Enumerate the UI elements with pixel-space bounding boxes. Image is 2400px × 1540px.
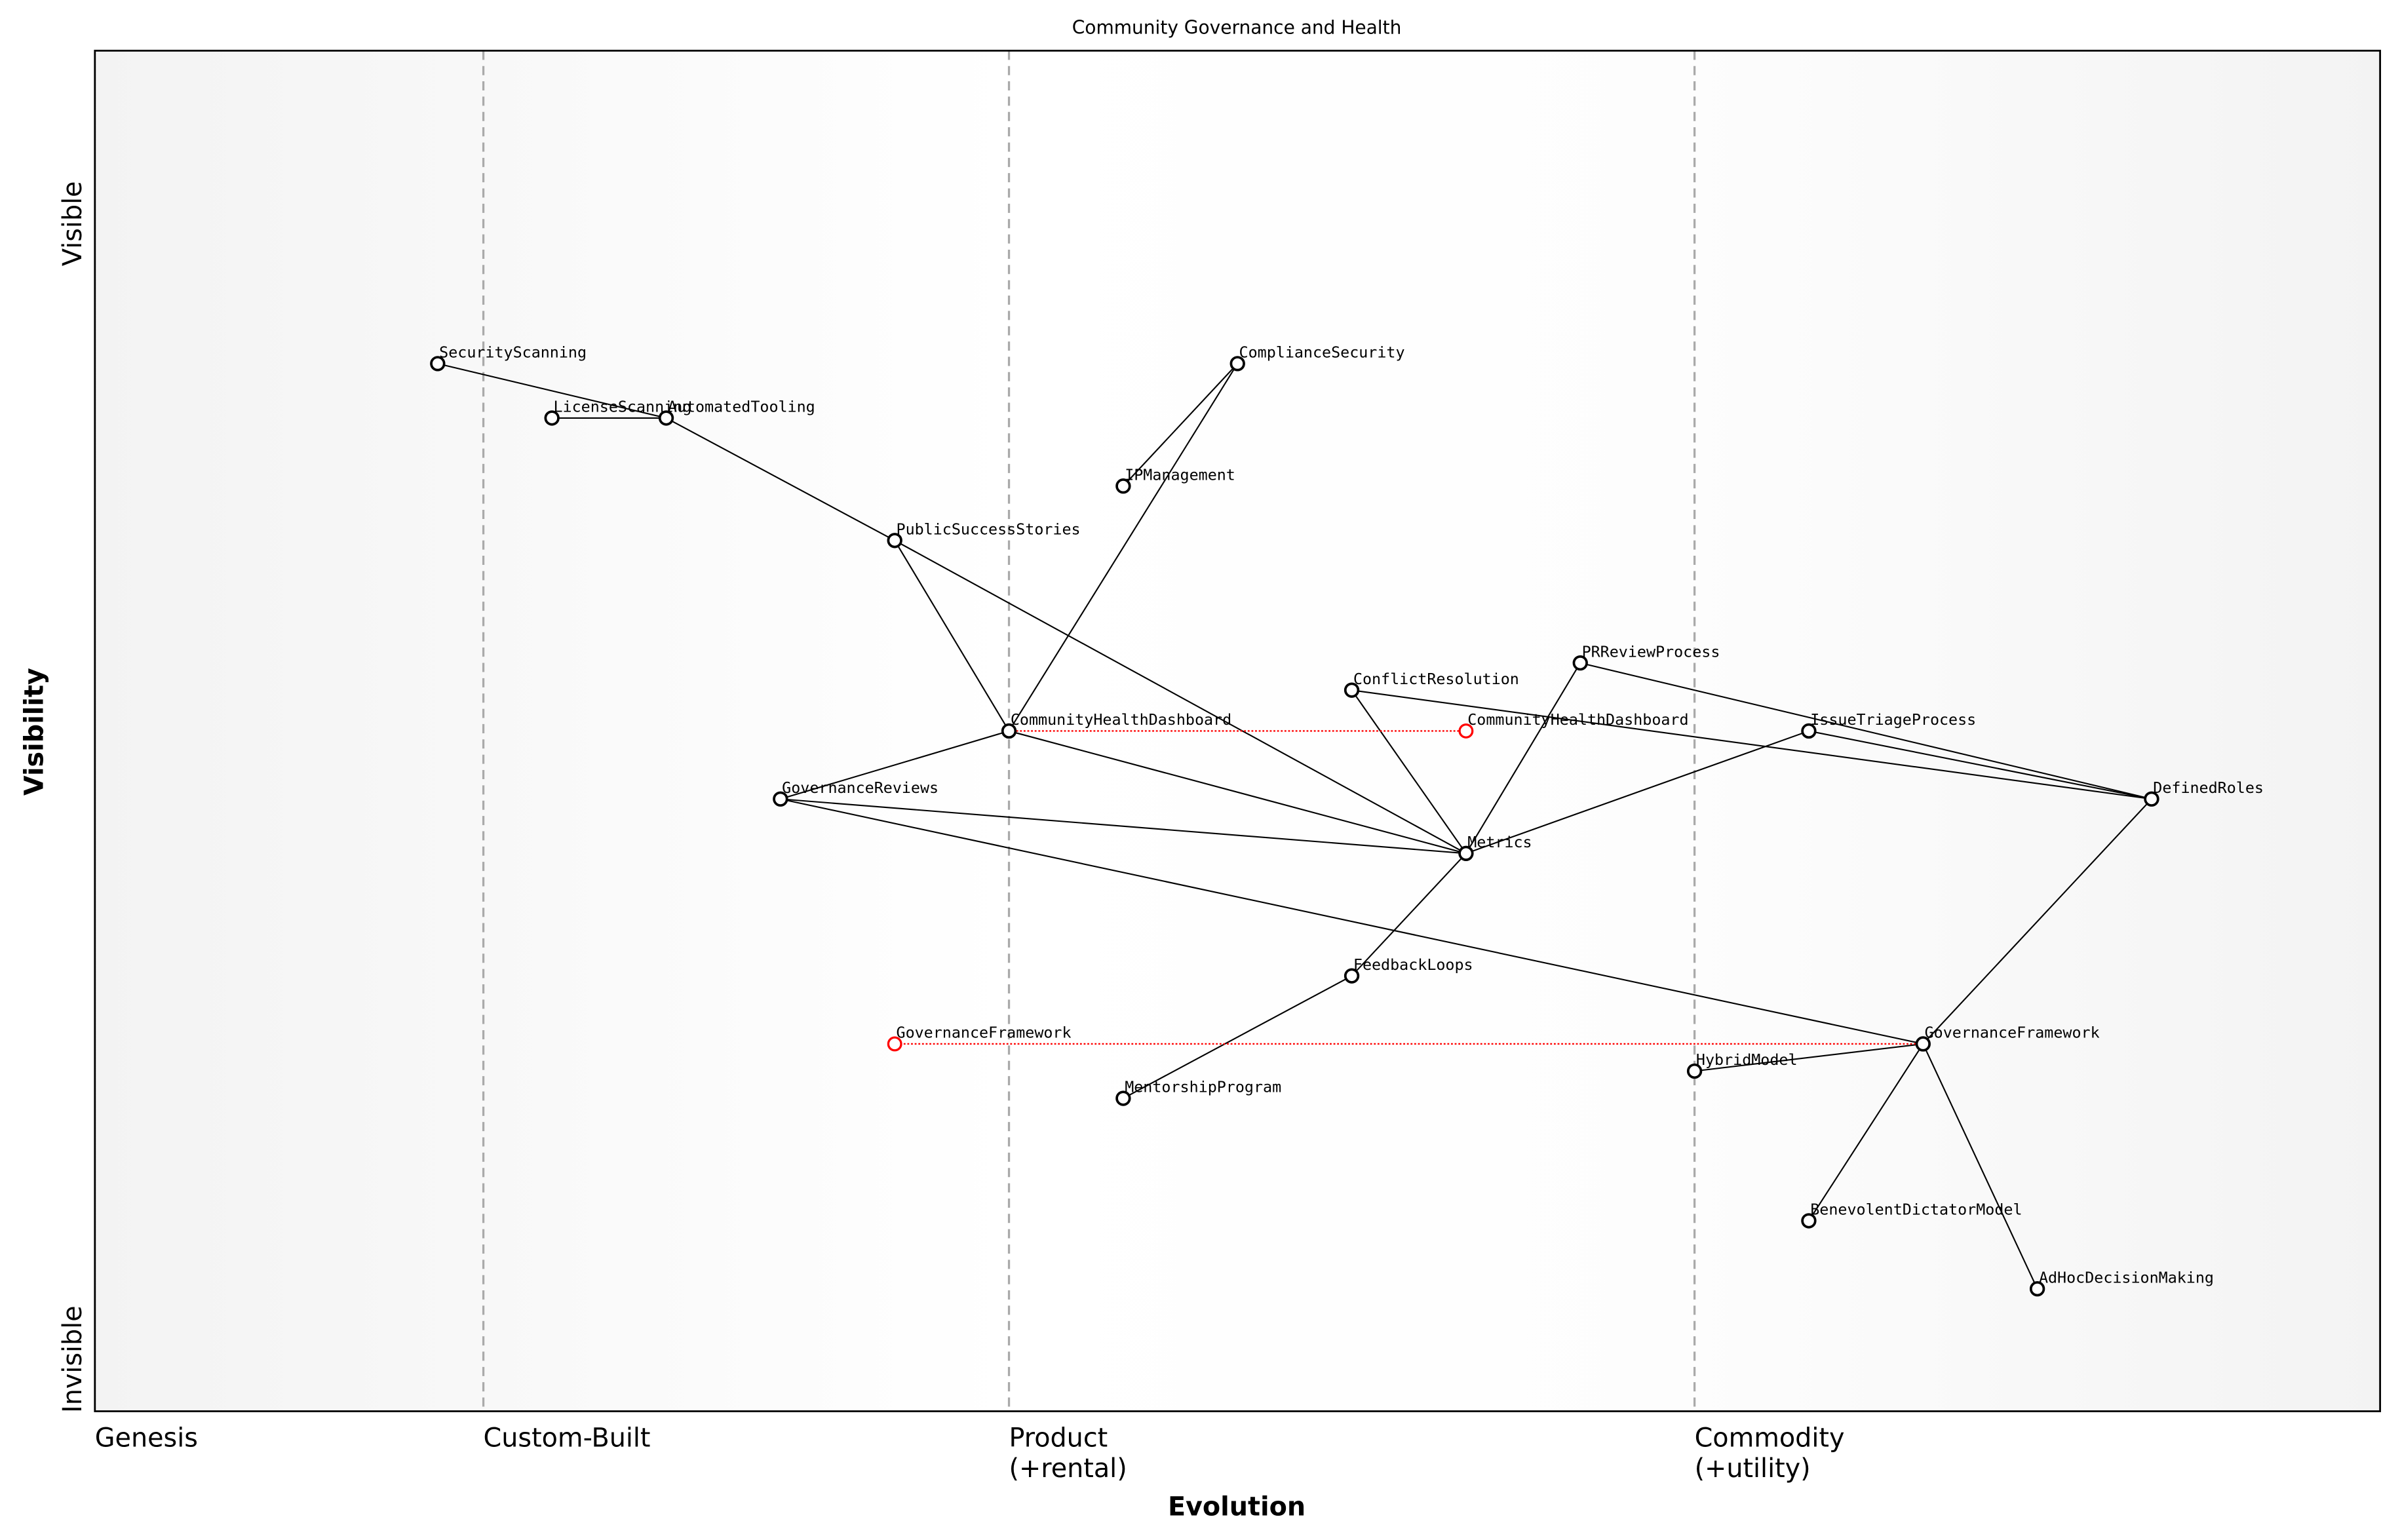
link-CommunityHealthDashboard-GovernanceReviews xyxy=(780,730,1009,800)
component-node xyxy=(1115,478,1131,494)
component-node xyxy=(1572,655,1588,671)
stage-label-line: Product xyxy=(1009,1423,1108,1453)
component-node xyxy=(1915,1036,1931,1052)
link-GovernanceFramework-AdHocDecisionMaking xyxy=(1922,1043,2038,1290)
component-node xyxy=(658,410,674,426)
chart-title: Community Governance and Health xyxy=(1072,17,1402,39)
stage-label: Custom-Built xyxy=(484,1423,651,1453)
component-label: AdHocDecisionMaking xyxy=(2039,1268,2214,1286)
link-DefinedRoles-GovernanceFramework xyxy=(1922,798,2152,1045)
link-IssueTriageProcess-DefinedRoles xyxy=(1808,730,2152,800)
component-node xyxy=(1344,682,1360,698)
stage-label: Product (+rental) xyxy=(1009,1423,1127,1484)
component-node xyxy=(1686,1063,1703,1079)
link-IssueTriageProcess-Metrics xyxy=(1465,730,1810,855)
component-node xyxy=(1229,356,1245,372)
link-ConflictResolution-Metrics xyxy=(1351,689,1467,854)
component-label: ConflictResolution xyxy=(1353,670,1519,688)
stage-label-line: Commodity xyxy=(1695,1423,1845,1453)
component-node xyxy=(430,356,446,372)
component-label: DefinedRoles xyxy=(2153,779,2264,797)
component-node xyxy=(2029,1281,2045,1297)
component-label: IPManagement xyxy=(1125,465,1235,484)
link-GovernanceFramework-BenevolentDictatorModel xyxy=(1808,1043,1924,1222)
link-CommunityHealthDashboard-Metrics xyxy=(1009,730,1467,855)
component-node xyxy=(1801,1213,1817,1229)
y-top-label: Visible xyxy=(58,181,88,266)
evolve-target-label: CommunityHealthDashboard xyxy=(1467,710,1688,729)
x-axis-label: Evolution xyxy=(1168,1492,1306,1522)
link-PRReviewProcess-DefinedRoles xyxy=(1580,662,2152,800)
component-node xyxy=(1115,1090,1131,1106)
component-label: MentorshipProgram xyxy=(1125,1078,1281,1096)
component-node xyxy=(1801,723,1817,739)
link-ConflictResolution-DefinedRoles xyxy=(1351,689,2152,800)
component-label: PublicSuccessStories xyxy=(897,520,1081,538)
stage-label: Commodity (+utility) xyxy=(1695,1423,1845,1484)
y-axis-label: Visibility xyxy=(19,668,49,796)
stage-label-line: Genesis xyxy=(95,1423,198,1453)
component-label: Metrics xyxy=(1467,833,1532,851)
link-PublicSuccessStories-Metrics xyxy=(894,539,1467,855)
links xyxy=(437,362,2152,1290)
component-label: GovernanceFramework xyxy=(1925,1024,2100,1042)
component-node xyxy=(544,410,560,426)
evolve-target-node xyxy=(887,1036,902,1052)
link-ComplianceSecurity-IPManagement xyxy=(1123,363,1238,487)
component-node xyxy=(773,791,788,807)
link-ComplianceSecurity-CommunityHealthDashboard xyxy=(1008,363,1239,732)
link-GovernanceFramework-HybridModel xyxy=(1694,1043,1924,1072)
component-label: CommunityHealthDashboard xyxy=(1011,710,1231,729)
component-label: BenevolentDictatorModel xyxy=(1810,1201,2022,1219)
stage-label-line: Custom-Built xyxy=(484,1423,651,1453)
link-SecurityScanning-AutomatedTooling xyxy=(437,362,667,419)
component-label: ComplianceSecurity xyxy=(1239,343,1405,362)
component-label: AutomatedTooling xyxy=(668,398,815,416)
component-label: HybridModel xyxy=(1696,1050,1798,1069)
stage-label: Genesis xyxy=(95,1423,198,1453)
link-FeedbackLoops-MentorshipProgram xyxy=(1123,975,1353,1099)
link-Metrics-FeedbackLoops xyxy=(1351,853,1467,976)
stage-label-line: (+utility) xyxy=(1695,1453,1811,1484)
link-PRReviewProcess-Metrics xyxy=(1465,663,1581,854)
y-bottom-label: Invisible xyxy=(58,1305,88,1413)
plot-frame xyxy=(94,49,2382,1412)
link-AutomatedTooling-PublicSuccessStories xyxy=(666,417,895,541)
stage-label-line: (+rental) xyxy=(1009,1453,1127,1484)
component-node xyxy=(1458,845,1474,861)
evolve-target-label: GovernanceFramework xyxy=(897,1024,1072,1042)
component-label: SecurityScanning xyxy=(439,343,587,362)
evolve-target-node xyxy=(1458,723,1474,739)
stage-labels: Genesis Custom-Built Product (+rental) Commo… xyxy=(95,1423,1845,1484)
link-GovernanceReviews-Metrics xyxy=(780,798,1466,855)
component-label: PRReviewProcess xyxy=(1582,642,1720,661)
component-node xyxy=(887,533,902,549)
component-node xyxy=(1001,723,1017,739)
link-GovernanceReviews-GovernanceFramework xyxy=(780,798,1924,1045)
evolve-links xyxy=(895,730,1924,1045)
component-node xyxy=(1344,968,1360,984)
component-label: IssueTriageProcess xyxy=(1810,710,1976,729)
link-PublicSuccessStories-CommunityHealthDashboard xyxy=(894,540,1010,731)
components: SecurityScanningLicenseScanningAutomated… xyxy=(430,343,2264,1297)
component-label: FeedbackLoops xyxy=(1353,955,1473,974)
component-node xyxy=(2144,791,2159,807)
component-label: GovernanceReviews xyxy=(782,779,939,797)
